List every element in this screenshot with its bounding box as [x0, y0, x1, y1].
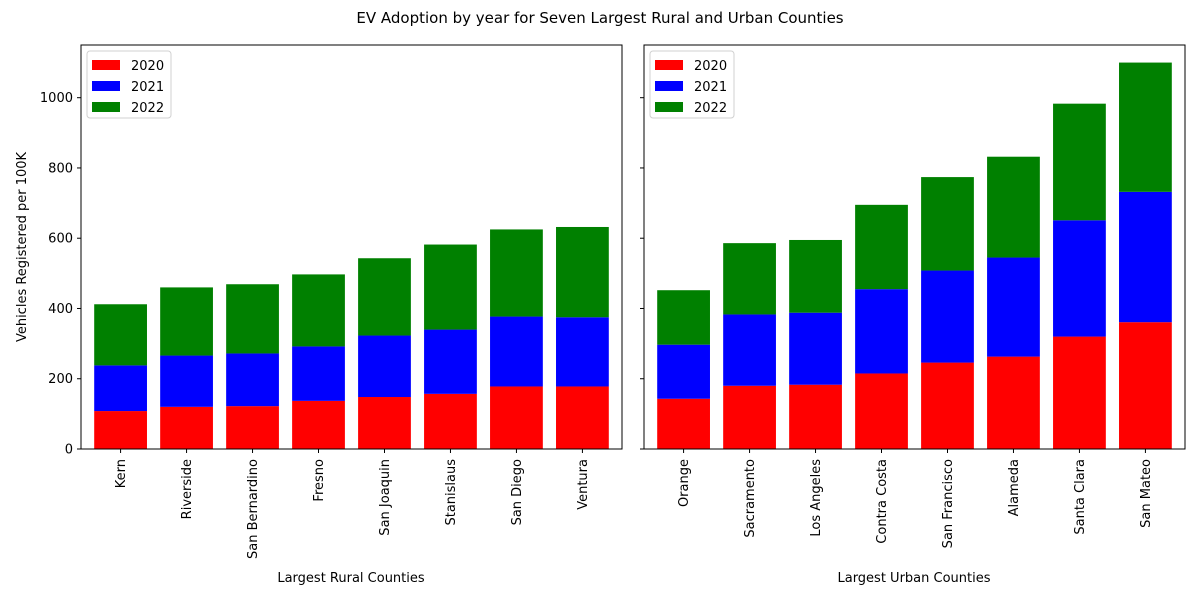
- bar-2022-orange: [657, 290, 710, 345]
- x-tick-label: Orange: [677, 459, 692, 507]
- bar-2020-los-angeles: [789, 384, 842, 449]
- x-axis-label-rural: Largest Rural Counties: [277, 571, 425, 586]
- bar-2020-san-joaquin: [358, 397, 411, 449]
- bar-2020-santa-clara: [1053, 336, 1106, 449]
- legend: 2020 2021 2022: [649, 50, 735, 119]
- x-tick-label: Los Angeles: [809, 459, 824, 537]
- bar-2022-ventura: [556, 226, 609, 318]
- x-tick-label: Fresno: [312, 459, 327, 502]
- bar-2020-alameda: [987, 356, 1040, 449]
- bar-2022-sacramento: [723, 243, 776, 315]
- bar-2020-kern: [94, 411, 147, 449]
- legend-swatch-2022: [655, 102, 683, 112]
- x-axis-label-urban: Largest Urban Counties: [837, 571, 990, 586]
- x-tick-label: Stanislaus: [444, 459, 459, 526]
- x-tick-label: Santa Clara: [1073, 459, 1088, 535]
- bar-2021-san-mateo: [1119, 191, 1172, 323]
- bar-2020-orange: [657, 398, 710, 449]
- bar-2021-contra-costa: [855, 289, 908, 374]
- bar-2020-contra-costa: [855, 373, 908, 449]
- bar-2020-riverside: [160, 406, 213, 449]
- bar-2022-stanislaus: [424, 244, 477, 330]
- legend-label-2021: 2021: [131, 80, 164, 95]
- axes-frame: [80, 44, 623, 450]
- bar-2021-fresno: [292, 346, 345, 401]
- bar-2021-santa-clara: [1053, 220, 1106, 337]
- bar-2022-fresno: [292, 274, 345, 347]
- bar-2021-san-diego: [490, 316, 543, 387]
- legend-swatch-2021: [92, 81, 120, 91]
- figure-title: EV Adoption by year for Seven Largest Ru…: [356, 9, 844, 27]
- x-tick-label: San Mateo: [1139, 459, 1154, 528]
- x-tick-label: Alameda: [1007, 459, 1022, 516]
- bar-2022-kern: [94, 304, 147, 366]
- bar-2020-san-francisco: [921, 362, 974, 449]
- x-tick-label: San Joaquin: [378, 459, 393, 536]
- y-tick-label: 600: [48, 232, 73, 247]
- y-tick-label: 200: [48, 372, 73, 387]
- bar-2021-stanislaus: [424, 329, 477, 394]
- bar-2022-san-bernardino: [226, 284, 279, 354]
- legend-label-2021: 2021: [694, 80, 727, 95]
- legend-swatch-2020: [92, 60, 120, 70]
- x-tick-label: Contra Costa: [875, 459, 890, 544]
- bar-2020-san-mateo: [1119, 322, 1172, 449]
- bar-2022-san-diego: [490, 229, 543, 317]
- legend-label-2022: 2022: [131, 101, 164, 116]
- bar-2022-alameda: [987, 156, 1040, 258]
- urban-counties-panel: Orange Sacramento Los Angeles Contra Costa S…: [640, 44, 1186, 548]
- y-axis-label: Vehicles Registered per 100K: [15, 151, 30, 342]
- rural-counties-panel: 0 200 400 600 800 1000 Kern Riverside San Bernar…: [40, 44, 623, 559]
- bar-2021-kern: [94, 365, 147, 412]
- bar-2021-alameda: [987, 257, 1040, 357]
- bar-2021-los-angeles: [789, 312, 842, 385]
- bar-2020-san-diego: [490, 386, 543, 449]
- legend-swatch-2021: [655, 81, 683, 91]
- legend-label-2020: 2020: [131, 59, 164, 74]
- legend-label-2022: 2022: [694, 101, 727, 116]
- x-tick-label: Kern: [114, 459, 129, 488]
- bar-2020-ventura: [556, 386, 609, 449]
- bar-2021-orange: [657, 344, 710, 399]
- bar-2021-san-francisco: [921, 270, 974, 363]
- y-tick-label: 800: [48, 161, 73, 176]
- axes-frame: [643, 44, 1186, 450]
- bar-2022-san-francisco: [921, 177, 974, 271]
- legend-label-2020: 2020: [694, 59, 727, 74]
- bar-2020-stanislaus: [424, 393, 477, 449]
- bar-2020-sacramento: [723, 385, 776, 449]
- x-tick-label: Sacramento: [743, 459, 758, 538]
- y-tick-label: 400: [48, 302, 73, 317]
- y-tick-label: 1000: [40, 91, 73, 106]
- legend-swatch-2022: [92, 102, 120, 112]
- x-tick-label: San Bernardino: [246, 459, 261, 559]
- bar-2022-los-angeles: [789, 239, 842, 313]
- x-tick-label: Riverside: [180, 459, 195, 519]
- legend-swatch-2020: [655, 60, 683, 70]
- bar-2021-san-joaquin: [358, 335, 411, 398]
- bar-2021-sacramento: [723, 314, 776, 386]
- bar-2022-san-mateo: [1119, 62, 1172, 192]
- bar-2022-santa-clara: [1053, 103, 1106, 221]
- bar-2022-contra-costa: [855, 204, 908, 290]
- bar-2022-riverside: [160, 287, 213, 356]
- y-tick-label: 0: [65, 443, 73, 458]
- x-tick-label: Ventura: [576, 459, 591, 510]
- x-tick-label: San Francisco: [941, 459, 956, 548]
- bar-2022-san-joaquin: [358, 258, 411, 336]
- bar-2021-ventura: [556, 317, 609, 387]
- x-tick-label: San Diego: [510, 459, 525, 525]
- bar-2020-fresno: [292, 400, 345, 449]
- legend: 2020 2021 2022: [86, 50, 172, 119]
- bar-2021-san-bernardino: [226, 353, 279, 407]
- bar-2020-san-bernardino: [226, 406, 279, 449]
- bar-2021-riverside: [160, 355, 213, 407]
